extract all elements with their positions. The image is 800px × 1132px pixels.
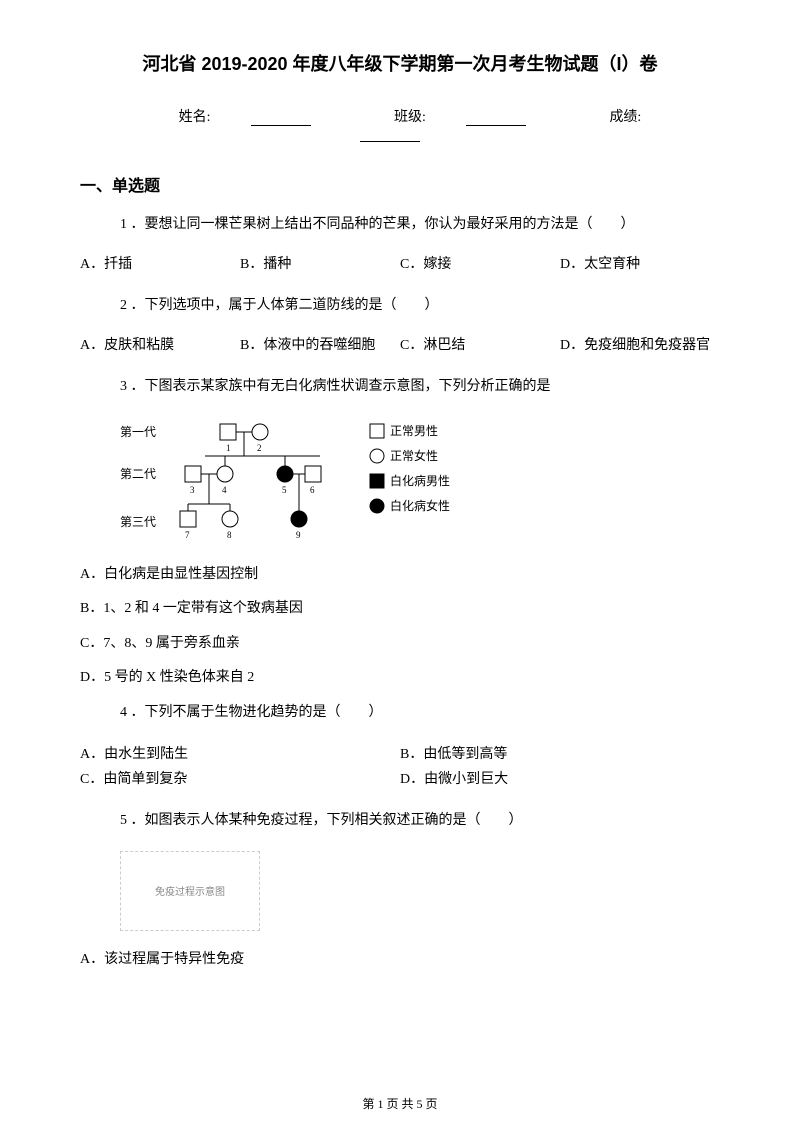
gen1-label: 第一代 xyxy=(120,425,156,439)
q2-opt-d: D．免疫细胞和免疫器官 xyxy=(560,335,720,357)
q3-opt-b: B．1、2 和 4 一定带有这个致病基因 xyxy=(80,598,720,620)
ind-6 xyxy=(305,466,321,482)
svg-text:6: 6 xyxy=(310,485,315,495)
q2-opt-b: B．体液中的吞噬细胞 xyxy=(240,335,400,357)
svg-text:9: 9 xyxy=(296,530,301,540)
q3-opt-a: A．白化病是由显性基因控制 xyxy=(80,564,720,586)
q3-opt-d: D．5 号的 X 性染色体来自 2 xyxy=(80,667,720,689)
q3-text: 3 ．下图表示某家族中有无白化病性状调查示意图，下列分析正确的是 xyxy=(80,376,720,398)
name-label: 姓名: xyxy=(159,110,331,125)
ind-3 xyxy=(185,466,201,482)
pedigree-diagram: 第一代 第二代 第三代 1 2 3 4 5 6 7 xyxy=(120,416,500,546)
immune-diagram: 免疫过程示意图 xyxy=(120,851,260,931)
q2-text: 2 ．下列选项中，属于人体第二道防线的是（ ） xyxy=(80,295,720,317)
q3-options: A．白化病是由显性基因控制 B．1、2 和 4 一定带有这个致病基因 C．7、8… xyxy=(80,564,720,690)
q4-opt-d: D．由微小到巨大 xyxy=(400,767,720,792)
page-title: 河北省 2019-2020 年度八年级下学期第一次月考生物试题（I）卷 xyxy=(80,50,720,76)
q5-opt-a: A．该过程属于特异性免疫 xyxy=(80,949,720,971)
ind-9 xyxy=(291,511,307,527)
q1-opt-b: B．播种 xyxy=(240,254,400,276)
q2-opt-c: C．淋巴结 xyxy=(400,335,560,357)
class-label: 班级: xyxy=(374,110,546,125)
q2-opt-a: A．皮肤和粘膜 xyxy=(80,335,240,357)
page-footer: 第 1 页 共 5 页 xyxy=(0,1095,800,1112)
q1-opt-a: A．扦插 xyxy=(80,254,240,276)
gen2-label: 第二代 xyxy=(120,467,156,481)
q3-opt-c: C．7、8、9 属于旁系血亲 xyxy=(80,633,720,655)
q1-options: A．扦插 B．播种 C．嫁接 D．太空育种 xyxy=(80,254,720,276)
q1-opt-c: C．嫁接 xyxy=(400,254,560,276)
svg-text:5: 5 xyxy=(282,485,287,495)
legend-ci-black xyxy=(370,499,384,513)
q1-text: 1 ．要想让同一棵芒果树上结出不同品种的芒果，你认为最好采用的方法是（ ） xyxy=(80,214,720,236)
q2-options: A．皮肤和粘膜 B．体液中的吞噬细胞 C．淋巴结 D．免疫细胞和免疫器官 xyxy=(80,335,720,357)
legend-sq-black xyxy=(370,474,384,488)
q4-opt-c: C．由简单到复杂 xyxy=(80,767,400,792)
svg-text:2: 2 xyxy=(257,443,262,453)
ind-7 xyxy=(180,511,196,527)
legend-normal-female: 正常女性 xyxy=(390,448,438,463)
section-title: 一、单选题 xyxy=(80,172,720,196)
legend-albino-male: 白化病男性 xyxy=(390,473,450,488)
legend-normal-male: 正常男性 xyxy=(390,424,438,438)
ind-1 xyxy=(220,424,236,440)
q1-opt-d: D．太空育种 xyxy=(560,254,720,276)
info-row: 姓名: 班级: 成绩: xyxy=(80,106,720,142)
legend-sq-white xyxy=(370,424,384,438)
svg-text:4: 4 xyxy=(222,485,227,495)
legend-albino-female: 白化病女性 xyxy=(390,498,450,513)
svg-text:3: 3 xyxy=(190,485,195,495)
q4-options: A．由水生到陆生 B．由低等到高等 C．由简单到复杂 D．由微小到巨大 xyxy=(80,742,720,792)
legend-ci-white xyxy=(370,449,384,463)
gen3-label: 第三代 xyxy=(120,515,156,529)
ind-4 xyxy=(217,466,233,482)
svg-text:1: 1 xyxy=(226,443,231,453)
q4-opt-a: A．由水生到陆生 xyxy=(80,742,400,767)
svg-text:8: 8 xyxy=(227,530,232,540)
ind-5 xyxy=(277,466,293,482)
q4-text: 4 ．下列不属于生物进化趋势的是（ ） xyxy=(80,702,720,724)
q4-opt-b: B．由低等到高等 xyxy=(400,742,720,767)
ind-2 xyxy=(252,424,268,440)
ind-8 xyxy=(222,511,238,527)
svg-text:7: 7 xyxy=(185,530,190,540)
q5-text: 5 ．如图表示人体某种免疫过程，下列相关叙述正确的是（ ） xyxy=(80,810,720,832)
